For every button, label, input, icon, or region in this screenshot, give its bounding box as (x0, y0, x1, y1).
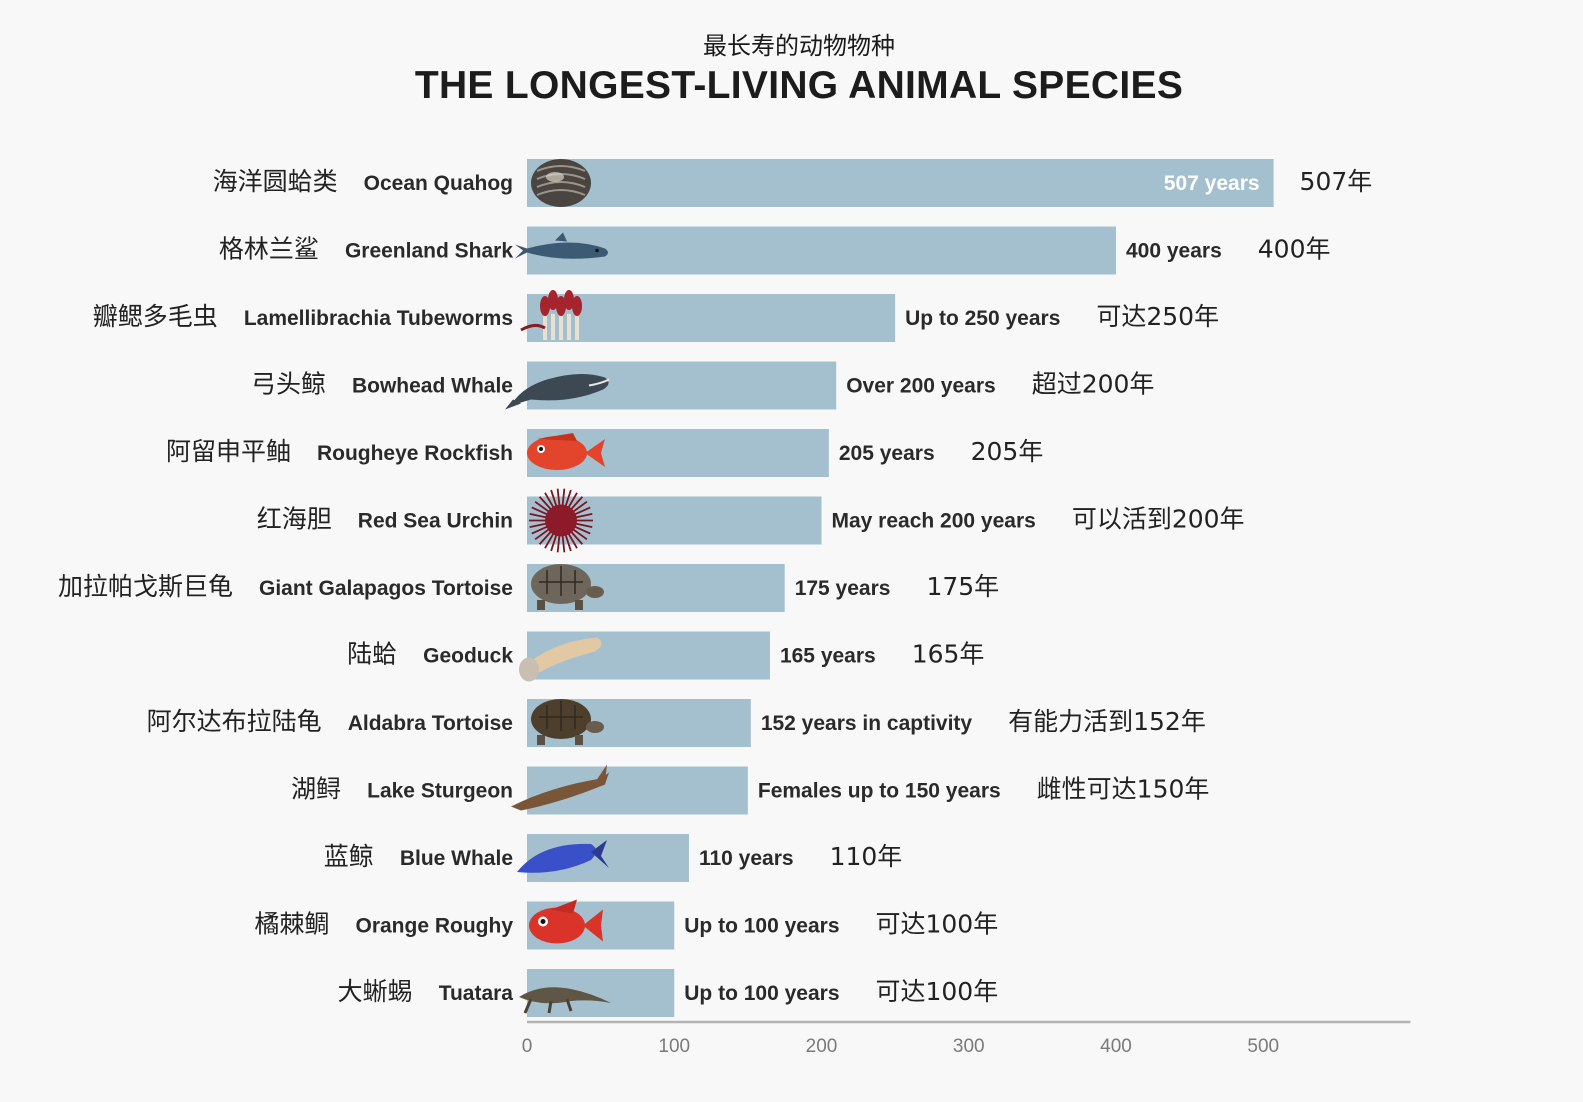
category-label-en: Giant Galapagos Tortoise (259, 577, 513, 600)
category-label-zh: 阿留申平鲉 (166, 437, 291, 466)
category-label-zh: 蓝鲸 (324, 842, 374, 871)
tubeworm-icon (520, 290, 582, 340)
category-label-en: Tuatara (439, 982, 514, 1005)
value-label-zh: 205年 (971, 437, 1044, 466)
value-label-en: 400 years (1126, 240, 1222, 263)
value-label-en: Females up to 150 years (758, 780, 1001, 803)
x-tick-label: 400 (1100, 1036, 1132, 1057)
value-label-zh: 可达100年 (876, 910, 999, 939)
category-label-en: Orange Roughy (355, 915, 513, 938)
value-label-zh: 110年 (830, 842, 903, 871)
category-label-zh: 格林兰鲨 (219, 235, 319, 264)
chart-subtitle-zh: 最长寿的动物物种 (703, 32, 895, 60)
value-label-en: Up to 100 years (684, 982, 839, 1005)
category-label-zh: 加拉帕戈斯巨龟 (58, 572, 233, 601)
tuatara-icon (519, 987, 611, 1014)
value-label-zh: 507年 (1300, 167, 1373, 196)
category-label-zh: 大蜥蜴 (338, 977, 413, 1006)
shark-icon (515, 232, 608, 259)
category-label-zh: 瓣鳃多毛虫 (93, 302, 218, 331)
x-tick-label: 200 (806, 1036, 838, 1057)
value-label-zh: 雌性可达150年 (1037, 775, 1210, 804)
value-label-zh: 可以活到200年 (1072, 505, 1245, 534)
value-label-en: Over 200 years (846, 375, 995, 398)
sturgeon-icon (511, 764, 609, 811)
value-label-en: 110 years (699, 847, 794, 870)
bowhead-whale-icon (505, 373, 610, 410)
x-tick-label: 0 (522, 1036, 533, 1057)
category-label-en: Lake Sturgeon (367, 780, 513, 803)
value-label-zh: 165年 (912, 640, 985, 669)
category-label-zh: 海洋圆蛤类 (213, 167, 338, 196)
x-tick-label: 100 (658, 1036, 690, 1057)
category-label-en: Greenland Shark (345, 240, 513, 263)
value-label-en: 152 years in captivity (761, 712, 973, 735)
value-label-zh: 175年 (926, 572, 999, 601)
category-label-en: Ocean Quahog (364, 172, 513, 195)
category-label-en: Lamellibrachia Tubeworms (244, 307, 513, 330)
category-label-zh: 阿尔达布拉陆龟 (147, 707, 322, 736)
category-label-en: Red Sea Urchin (358, 510, 513, 533)
value-label-zh: 400年 (1258, 235, 1331, 264)
category-label-zh: 湖鲟 (291, 775, 341, 804)
value-label-zh: 可达250年 (1096, 302, 1219, 331)
value-label-en: Up to 100 years (684, 915, 839, 938)
category-label-en: Rougheye Rockfish (317, 442, 513, 465)
chart-title: THE LONGEST-LIVING ANIMAL SPECIES (414, 64, 1184, 107)
category-label-en: Bowhead Whale (352, 375, 513, 398)
category-label-zh: 红海胆 (257, 505, 332, 534)
value-label-en: 175 years (795, 577, 891, 600)
value-label-en: Up to 250 years (905, 307, 1060, 330)
orange-roughy-icon (529, 899, 603, 944)
sea-urchin-icon (529, 488, 593, 553)
aldabra-tortoise-icon (531, 699, 604, 745)
category-label-en: Blue Whale (400, 847, 513, 870)
category-label-en: Aldabra Tortoise (348, 712, 513, 735)
value-label-en: May reach 200 years (832, 510, 1036, 533)
category-label-zh: 橘棘鲷 (254, 910, 329, 939)
value-label-zh: 有能力活到152年 (1008, 707, 1206, 736)
bar (527, 294, 896, 342)
x-tick-label: 300 (953, 1036, 985, 1057)
value-label-en: 507 years (1164, 172, 1260, 195)
category-label-zh: 陆蛤 (347, 640, 397, 669)
category-label-en: Geoduck (423, 645, 513, 668)
value-label-zh: 超过200年 (1032, 370, 1155, 399)
x-tick-label: 500 (1247, 1036, 1279, 1057)
rockfish-icon (527, 433, 605, 470)
value-label-en: 205 years (839, 442, 935, 465)
tortoise-icon (531, 564, 604, 610)
bar (527, 226, 1116, 275)
category-label-zh: 弓头鲸 (251, 370, 326, 399)
bar (527, 159, 1274, 207)
clam-icon (531, 159, 591, 207)
value-label-en: 165 years (780, 645, 876, 668)
value-label-zh: 可达100年 (876, 977, 999, 1006)
geoduck-icon (519, 637, 602, 682)
blue-whale-icon (517, 840, 609, 873)
